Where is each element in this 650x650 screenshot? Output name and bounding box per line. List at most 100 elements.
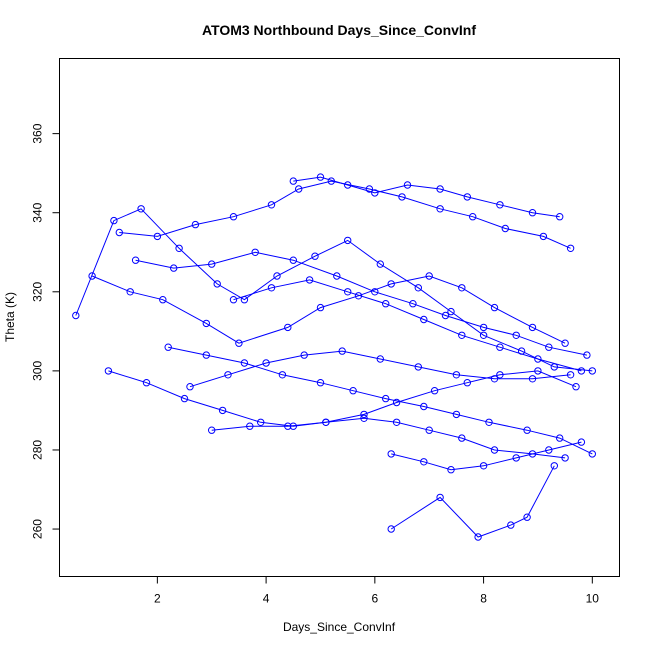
x-tick-label: 10 <box>586 592 600 606</box>
data-point <box>229 296 238 304</box>
data-point <box>202 351 211 359</box>
data-point <box>392 418 401 426</box>
data-point <box>170 264 178 272</box>
data-point <box>371 288 379 296</box>
data-point <box>474 533 482 541</box>
series-line <box>168 346 593 455</box>
data-point <box>104 367 113 375</box>
data-point <box>110 216 118 225</box>
y-tick-label: 260 <box>31 519 45 539</box>
data-point <box>490 303 499 312</box>
data-point <box>262 359 270 367</box>
data-point <box>583 351 591 359</box>
series-line <box>189 350 571 388</box>
data-point <box>420 315 428 324</box>
data-point <box>469 213 477 221</box>
y-tick-label: 340 <box>31 202 45 222</box>
data-point <box>267 201 276 209</box>
data-point <box>479 331 488 339</box>
data-point <box>376 260 384 268</box>
data-point <box>398 193 406 201</box>
data-point <box>322 418 330 426</box>
data-point <box>561 454 569 462</box>
data-point <box>496 343 504 351</box>
data-point <box>420 402 428 411</box>
data-point <box>528 450 537 458</box>
data-point <box>425 272 433 280</box>
data-point <box>344 236 352 245</box>
data-point <box>545 446 553 454</box>
data-point <box>278 371 287 379</box>
data-point <box>186 383 194 391</box>
data-point <box>441 311 450 320</box>
series-line <box>119 180 571 249</box>
data-point <box>202 319 211 328</box>
data-point <box>485 418 493 426</box>
data-point <box>463 193 471 201</box>
data-point <box>572 383 580 391</box>
data-point <box>436 493 444 502</box>
data-point <box>175 244 183 253</box>
data-point <box>463 379 471 387</box>
series-line <box>108 370 577 427</box>
data-point <box>561 339 569 347</box>
series-line <box>211 417 566 459</box>
data-point <box>447 466 455 474</box>
data-point <box>311 252 319 260</box>
data-point <box>528 375 537 383</box>
data-point <box>72 311 80 320</box>
data-point <box>414 284 422 292</box>
x-tick-label: 2 <box>154 592 161 606</box>
data-point <box>208 426 216 434</box>
data-point <box>577 438 586 446</box>
data-point <box>300 351 308 359</box>
data-point <box>392 398 401 407</box>
data-point <box>382 394 390 403</box>
series-line <box>391 441 582 471</box>
series-line <box>390 465 555 538</box>
series-layer <box>72 173 596 541</box>
data-point <box>452 410 461 419</box>
data-point <box>289 177 297 185</box>
data-point <box>218 406 227 415</box>
data-point <box>131 256 140 264</box>
data-point <box>507 521 515 529</box>
series-line <box>293 176 560 218</box>
data-point <box>496 201 504 209</box>
data-point <box>490 375 499 383</box>
plot-area <box>59 58 620 577</box>
data-point <box>115 228 124 237</box>
data-point <box>191 220 200 229</box>
data-point <box>550 462 558 470</box>
data-point <box>180 394 189 403</box>
data-point <box>344 181 352 189</box>
data-point <box>458 434 466 442</box>
data-point <box>577 367 586 375</box>
data-point <box>289 256 297 264</box>
data-point <box>235 339 243 347</box>
data-point <box>273 272 281 280</box>
data-point <box>229 213 238 221</box>
data-point <box>376 355 384 363</box>
data-point <box>556 213 564 221</box>
data-point <box>490 446 499 454</box>
series-line <box>233 279 582 372</box>
data-point <box>164 343 172 351</box>
x-axis-label: Days_Since_ConvInf <box>283 620 396 634</box>
data-point <box>360 414 368 422</box>
series-line <box>91 275 566 344</box>
data-point <box>208 260 216 268</box>
data-point <box>338 347 346 355</box>
data-point <box>251 248 259 257</box>
data-point <box>349 387 357 395</box>
x-axis: 2 4 6 8 10 <box>154 576 600 606</box>
data-point <box>523 426 531 434</box>
data-point <box>496 371 504 379</box>
data-point <box>360 410 368 419</box>
y-axis: 260 280 300 320 340 360 <box>31 123 60 539</box>
data-point <box>371 189 379 197</box>
data-point <box>344 288 352 296</box>
data-point <box>430 387 439 395</box>
data-point <box>539 232 548 241</box>
